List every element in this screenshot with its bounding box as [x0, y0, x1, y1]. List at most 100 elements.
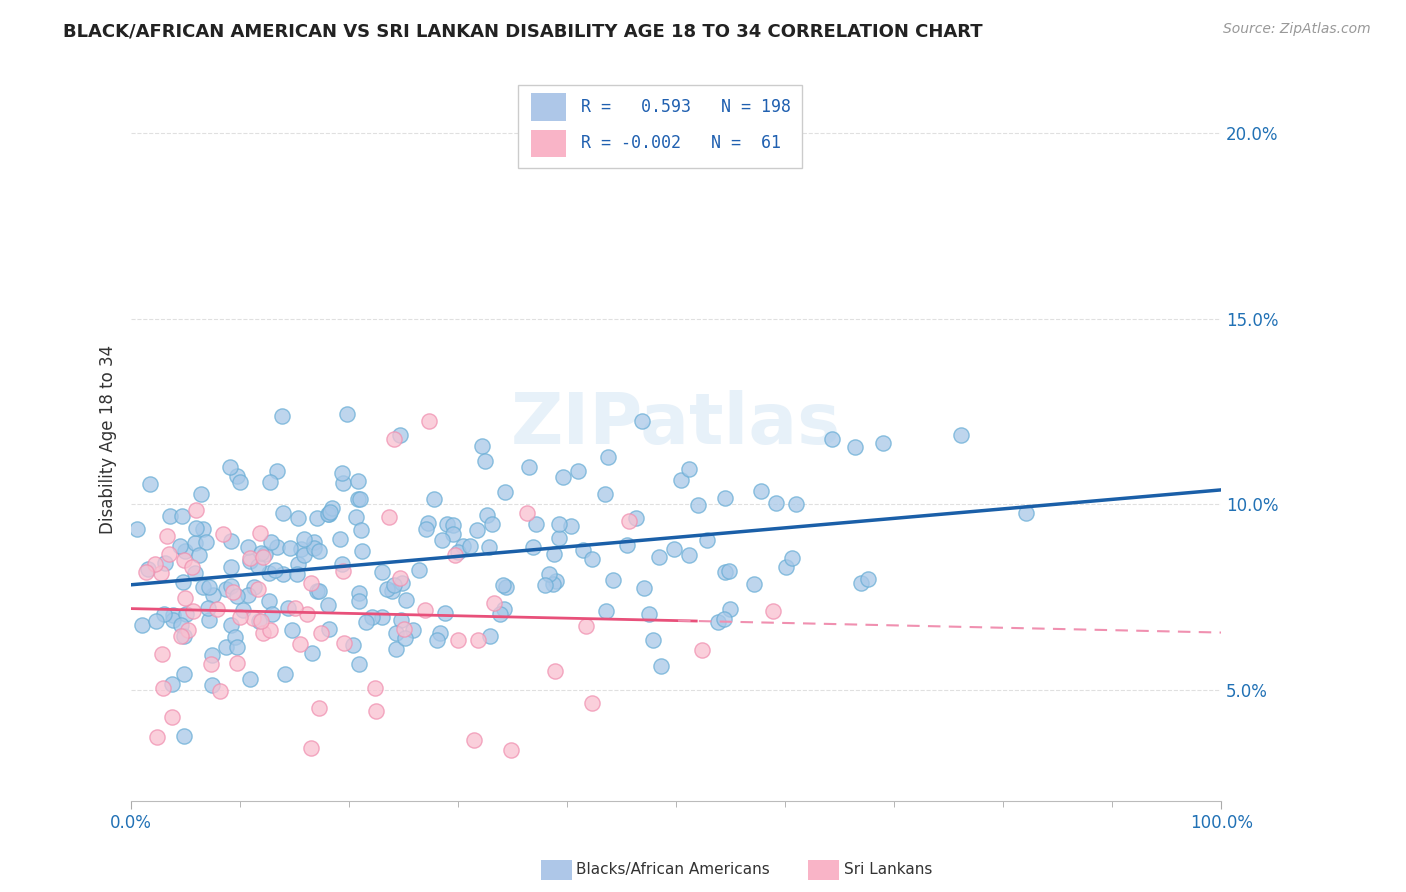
Point [638, 607, 661, 622]
Point [149, 566, 172, 581]
Point [218, 460, 240, 475]
Point [426, 632, 449, 647]
Point [408, 563, 430, 577]
Point [187, 549, 209, 563]
Point [316, 598, 339, 612]
Point [593, 486, 616, 500]
Point [236, 588, 259, 602]
Point [287, 557, 309, 571]
Point [382, 432, 405, 446]
Point [349, 594, 371, 608]
Point [252, 549, 274, 564]
Point [215, 582, 238, 597]
Point [194, 534, 217, 549]
Point [713, 612, 735, 626]
Point [169, 540, 191, 554]
Point [544, 574, 567, 588]
Point [352, 544, 374, 558]
Point [377, 582, 399, 597]
Point [714, 565, 737, 579]
Point [395, 592, 418, 607]
Point [284, 601, 307, 615]
Point [692, 643, 714, 657]
Point [361, 610, 384, 624]
Point [329, 532, 352, 546]
Point [292, 549, 315, 563]
Point [441, 527, 464, 541]
Point [318, 622, 340, 636]
Point [136, 562, 159, 576]
Point [385, 626, 408, 640]
Point [190, 486, 212, 500]
Point [389, 428, 412, 442]
Text: Source: ZipAtlas.com: Source: ZipAtlas.com [1223, 22, 1371, 37]
Point [224, 630, 246, 644]
Point [551, 470, 574, 484]
Point [174, 591, 197, 605]
Point [434, 606, 457, 620]
Point [342, 639, 364, 653]
Point [145, 614, 167, 628]
Point [277, 601, 299, 615]
Point [413, 603, 436, 617]
Point [581, 696, 603, 710]
Point [447, 545, 470, 559]
Point [617, 514, 640, 528]
Point [219, 533, 242, 548]
Point [295, 607, 318, 621]
Point [678, 548, 700, 562]
Point [765, 496, 787, 510]
Point [197, 613, 219, 627]
Point [173, 729, 195, 743]
Point [186, 502, 208, 516]
Point [333, 636, 356, 650]
Point [775, 559, 797, 574]
Point [474, 454, 496, 468]
Point [197, 600, 219, 615]
Point [191, 522, 214, 536]
Point [156, 529, 179, 543]
Point [544, 665, 567, 679]
Text: BLACK/AFRICAN AMERICAN VS SRI LANKAN DISABILITY AGE 18 TO 34 CORRELATION CHART: BLACK/AFRICAN AMERICAN VS SRI LANKAN DIS… [63, 22, 983, 40]
Text: R = -0.002   N =  61: R = -0.002 N = 61 [582, 135, 782, 153]
Point [678, 462, 700, 476]
Point [301, 646, 323, 660]
Point [332, 476, 354, 491]
Point [416, 516, 439, 531]
Point [311, 626, 333, 640]
Point [949, 427, 972, 442]
Point [347, 491, 370, 506]
Point [382, 578, 405, 592]
Point [135, 565, 157, 579]
Point [598, 450, 620, 464]
Point [349, 657, 371, 671]
Point [475, 508, 498, 523]
Point [299, 740, 322, 755]
Point [225, 589, 247, 603]
Point [219, 560, 242, 574]
Point [330, 466, 353, 480]
Point [278, 541, 301, 556]
Point [616, 538, 638, 552]
Point [246, 582, 269, 596]
Point [173, 629, 195, 643]
Point [671, 473, 693, 487]
Point [238, 540, 260, 554]
Point [467, 632, 489, 647]
Point [184, 535, 207, 549]
Point [253, 547, 276, 561]
Point [522, 540, 544, 554]
Point [172, 575, 194, 590]
Point [707, 615, 730, 630]
Point [478, 540, 501, 554]
Point [308, 583, 330, 598]
Point [630, 414, 652, 428]
Point [222, 584, 245, 599]
Point [517, 459, 540, 474]
Point [266, 464, 288, 478]
Point [371, 610, 394, 624]
Point [139, 477, 162, 491]
Point [131, 618, 153, 632]
Text: R =   0.593   N = 198: R = 0.593 N = 198 [582, 98, 792, 116]
Point [260, 535, 283, 549]
